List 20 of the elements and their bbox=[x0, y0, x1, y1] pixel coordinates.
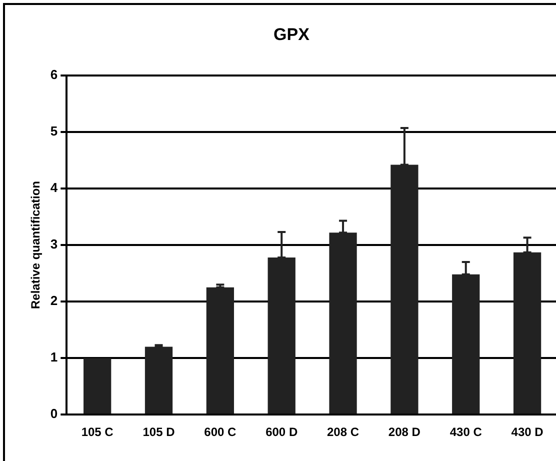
x-tick-label: 208 D bbox=[388, 425, 421, 440]
x-tick-label: 105 D bbox=[142, 425, 176, 440]
x-tick-label: 430 D bbox=[511, 425, 544, 440]
bar bbox=[84, 358, 112, 414]
bar bbox=[144, 346, 173, 414]
x-tick-label: 600 D bbox=[266, 425, 298, 440]
chart-title: GPX bbox=[274, 24, 310, 44]
y-tick-label: 3 bbox=[50, 236, 58, 252]
x-tick-label: 208 C bbox=[327, 425, 360, 440]
y-tick-label: 6 bbox=[50, 66, 58, 82]
y-tick-label: 2 bbox=[50, 293, 58, 308]
y-tick-label: 5 bbox=[50, 124, 58, 139]
x-tick-label: 430 C bbox=[450, 425, 482, 440]
y-tick-label: 4 bbox=[50, 180, 58, 196]
y-tick-label: 1 bbox=[50, 350, 58, 365]
y-axis-title: Relative quantification bbox=[28, 180, 43, 310]
x-tick-label: 600 C bbox=[204, 425, 237, 440]
x-tick-label: 105 C bbox=[81, 425, 114, 440]
y-tick-label: 0 bbox=[50, 406, 58, 422]
bar bbox=[206, 287, 234, 414]
